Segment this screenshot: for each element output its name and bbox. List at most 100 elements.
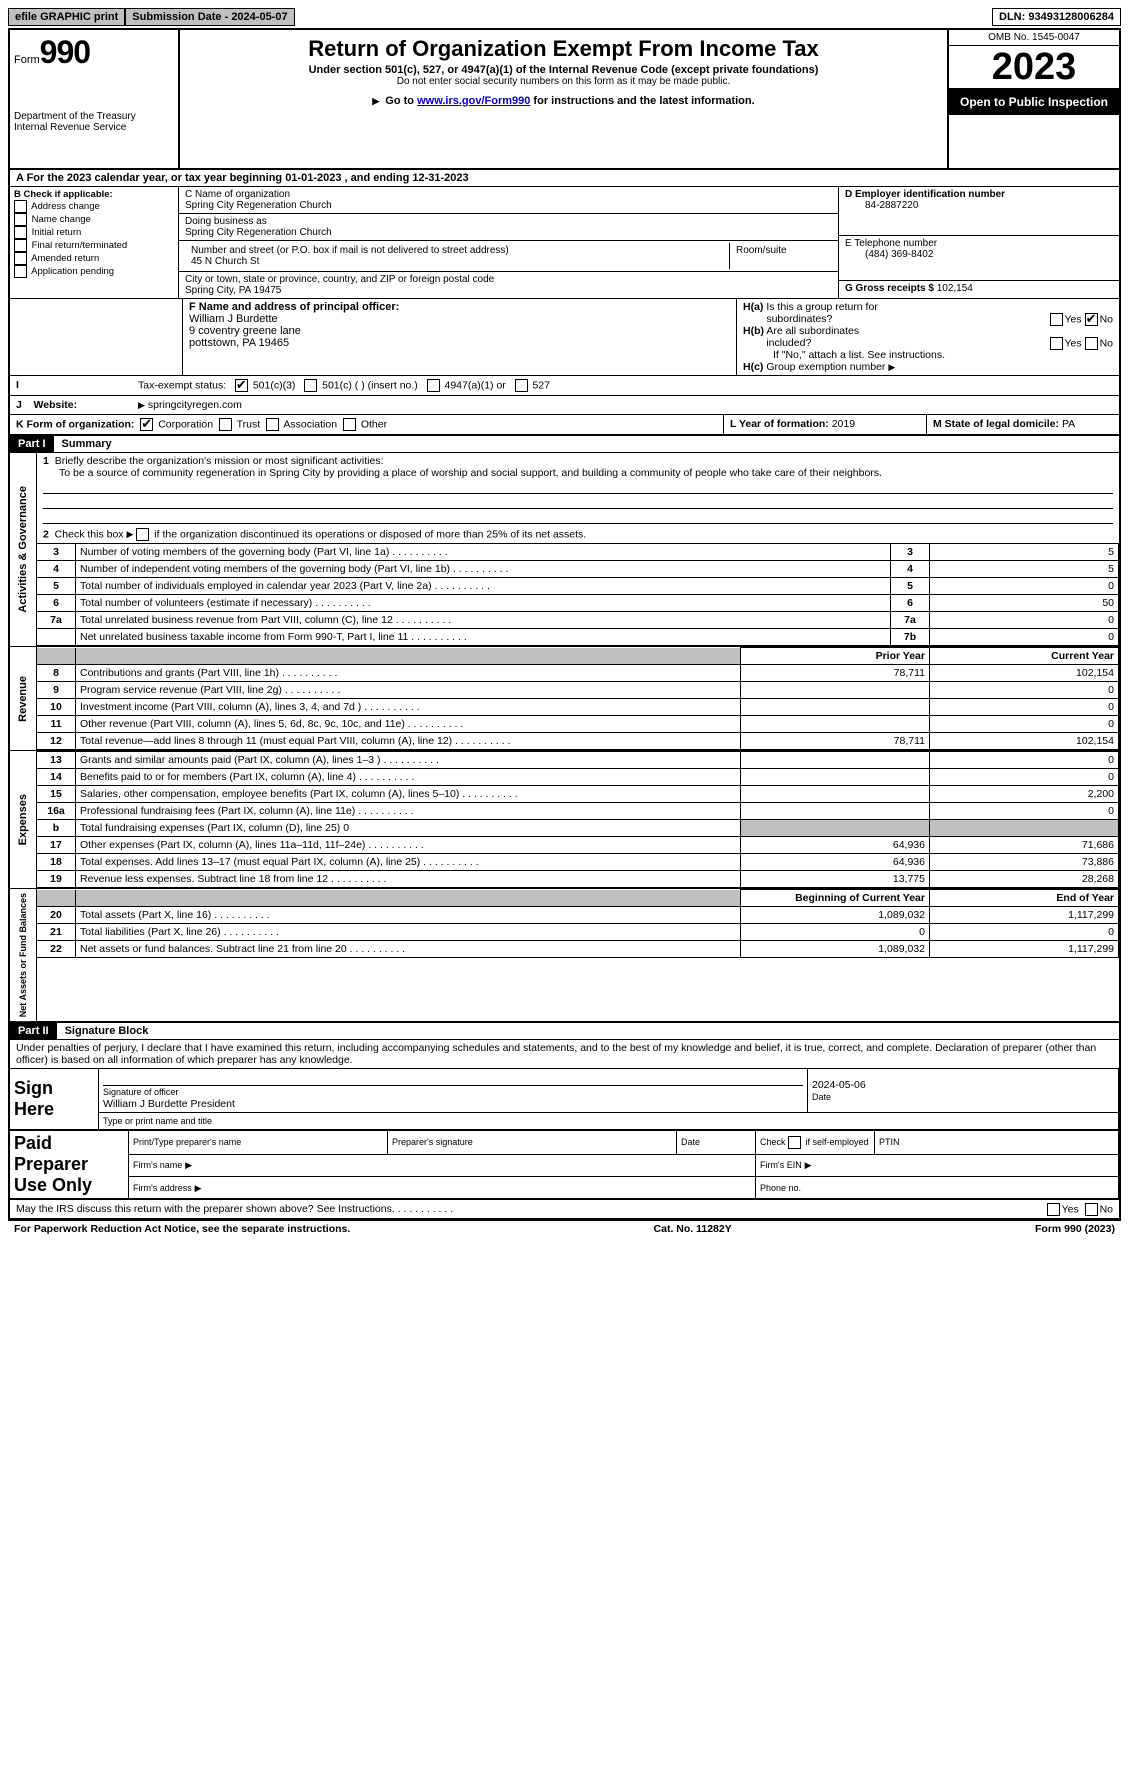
cb-discontinued[interactable] (136, 528, 149, 541)
prior-year-header: Prior Year (741, 648, 930, 665)
date-label: Date (812, 1092, 831, 1102)
opt-501c: 501(c) ( ) (insert no.) (322, 379, 418, 391)
org-name: Spring City Regeneration Church (185, 200, 332, 211)
expenses-table: 13Grants and similar amounts paid (Part … (37, 751, 1119, 888)
checkbox-name-change[interactable] (14, 213, 27, 226)
cb-501c3[interactable] (235, 379, 248, 392)
prep-name: Print/Type preparer's name (129, 1131, 388, 1155)
opt-501c3: 501(c)(3) (253, 379, 296, 391)
city-label: City or town, state or province, country… (185, 274, 494, 285)
firm-name: Firm's name (133, 1160, 182, 1170)
firm-ein: Firm's EIN (760, 1160, 802, 1170)
vert-expenses: Expenses (15, 790, 31, 849)
form-org-label: K Form of organization: (16, 418, 134, 430)
opt-other: Other (361, 418, 387, 430)
cb-527[interactable] (515, 379, 528, 392)
cb-self-employed[interactable] (788, 1136, 801, 1149)
footer-right: Form 990 (2023) (1035, 1223, 1115, 1235)
ha-yes[interactable] (1050, 313, 1063, 326)
opt-527: 527 (532, 379, 550, 391)
opt-pending: Application pending (31, 266, 114, 277)
dba-value: Spring City Regeneration Church (185, 227, 332, 238)
mission-prompt: Briefly describe the organization's miss… (55, 455, 384, 467)
opt-address-change: Address change (31, 201, 100, 212)
tax-year: 2023 (949, 46, 1119, 89)
cb-trust[interactable] (219, 418, 232, 431)
submission-date: Submission Date - 2024-05-07 (125, 8, 294, 26)
tax-exempt-label: Tax-exempt status: (138, 379, 226, 391)
officer-street: 9 coventry greene lane (189, 325, 301, 337)
row-a-tax-year: A For the 2023 calendar year, or tax yea… (10, 170, 1119, 187)
cb-other[interactable] (343, 418, 356, 431)
sig-date: 2024-05-06 (812, 1079, 866, 1091)
may-no[interactable] (1085, 1203, 1098, 1216)
officer-name: William J Burdette (189, 313, 278, 325)
opt-trust: Trust (237, 418, 261, 430)
checkbox-address-change[interactable] (14, 200, 27, 213)
paid-preparer-table: Paid Preparer Use Only Print/Type prepar… (10, 1130, 1119, 1199)
firm-addr: Firm's address (133, 1183, 192, 1193)
arrow-icon (185, 1159, 195, 1171)
part2-header: Part II (10, 1023, 57, 1039)
arrow-icon (126, 528, 136, 540)
paid-preparer-label: Paid Preparer Use Only (10, 1131, 129, 1199)
checkbox-amended[interactable] (14, 252, 27, 265)
ha-no[interactable] (1085, 313, 1098, 326)
opt-corp: Corporation (158, 418, 213, 430)
year-formation-label: L Year of formation: (730, 418, 829, 430)
opt-4947: 4947(a)(1) or (445, 379, 506, 391)
hc-label: Group exemption number (766, 361, 885, 373)
opt-assoc: Association (283, 418, 337, 430)
dba-label: Doing business as (185, 216, 267, 227)
end-year-header: End of Year (930, 890, 1119, 907)
section-b-label: B Check if applicable: (14, 189, 113, 200)
opt-initial: Initial return (32, 227, 82, 238)
hb-yes[interactable] (1050, 337, 1063, 350)
ein-label: D Employer identification number (845, 189, 1005, 200)
may-irs-row: May the IRS discuss this return with the… (10, 1199, 1119, 1218)
arrow-icon (195, 1182, 205, 1194)
hb-no[interactable] (1085, 337, 1098, 350)
checkbox-app-pending[interactable] (14, 265, 27, 278)
website-value: springcityregen.com (148, 399, 242, 411)
may-yes[interactable] (1047, 1203, 1060, 1216)
gross-value: 102,154 (937, 283, 973, 294)
begin-year-header: Beginning of Current Year (741, 890, 930, 907)
ein-value: 84-2887220 (845, 200, 918, 211)
irs-link[interactable]: www.irs.gov/Form990 (417, 95, 530, 107)
year-formation: 2019 (832, 418, 855, 430)
form-header: Form990 Department of the Treasury Inter… (10, 30, 1119, 170)
governance-table: 3Number of voting members of the governi… (37, 543, 1119, 646)
part1-header: Part I (10, 436, 54, 452)
room-label: Room/suite (730, 243, 832, 269)
footer-left: For Paperwork Reduction Act Notice, see … (14, 1223, 350, 1235)
prep-sig: Preparer's signature (388, 1131, 677, 1155)
phone-no: Phone no. (760, 1183, 801, 1193)
form-990: Form990 Department of the Treasury Inter… (8, 28, 1121, 1220)
form-title: Return of Organization Exempt From Incom… (188, 36, 939, 62)
opt-amended: Amended return (31, 253, 99, 264)
website-label: Website: (34, 399, 78, 411)
efile-label: efile GRAPHIC print (8, 8, 125, 26)
cb-assoc[interactable] (266, 418, 279, 431)
row-f-h: F Name and address of principal officer:… (10, 299, 1119, 376)
cb-corp[interactable] (140, 418, 153, 431)
arrow-icon (138, 399, 148, 411)
checkbox-initial-return[interactable] (14, 226, 27, 239)
ptin-label: PTIN (875, 1131, 1119, 1155)
officer-label: F Name and address of principal officer: (189, 301, 399, 313)
dln: DLN: 93493128006284 (992, 8, 1121, 26)
may-irs-text: May the IRS discuss this return with the… (16, 1203, 395, 1215)
cb-4947[interactable] (427, 379, 440, 392)
page-footer: For Paperwork Reduction Act Notice, see … (8, 1220, 1121, 1237)
gross-label: G Gross receipts $ (845, 283, 934, 294)
omb-number: OMB No. 1545-0047 (949, 30, 1119, 46)
prep-date: Date (677, 1131, 756, 1155)
vert-governance: Activities & Governance (15, 482, 31, 617)
checkbox-final-return[interactable] (14, 239, 27, 252)
street-label: Number and street (or P.O. box if mail i… (191, 245, 509, 256)
arrow-icon (805, 1159, 815, 1171)
netassets-table: Beginning of Current YearEnd of Year 20T… (37, 889, 1119, 958)
sig-officer: William J Burdette President (103, 1098, 235, 1110)
cb-501c[interactable] (304, 379, 317, 392)
